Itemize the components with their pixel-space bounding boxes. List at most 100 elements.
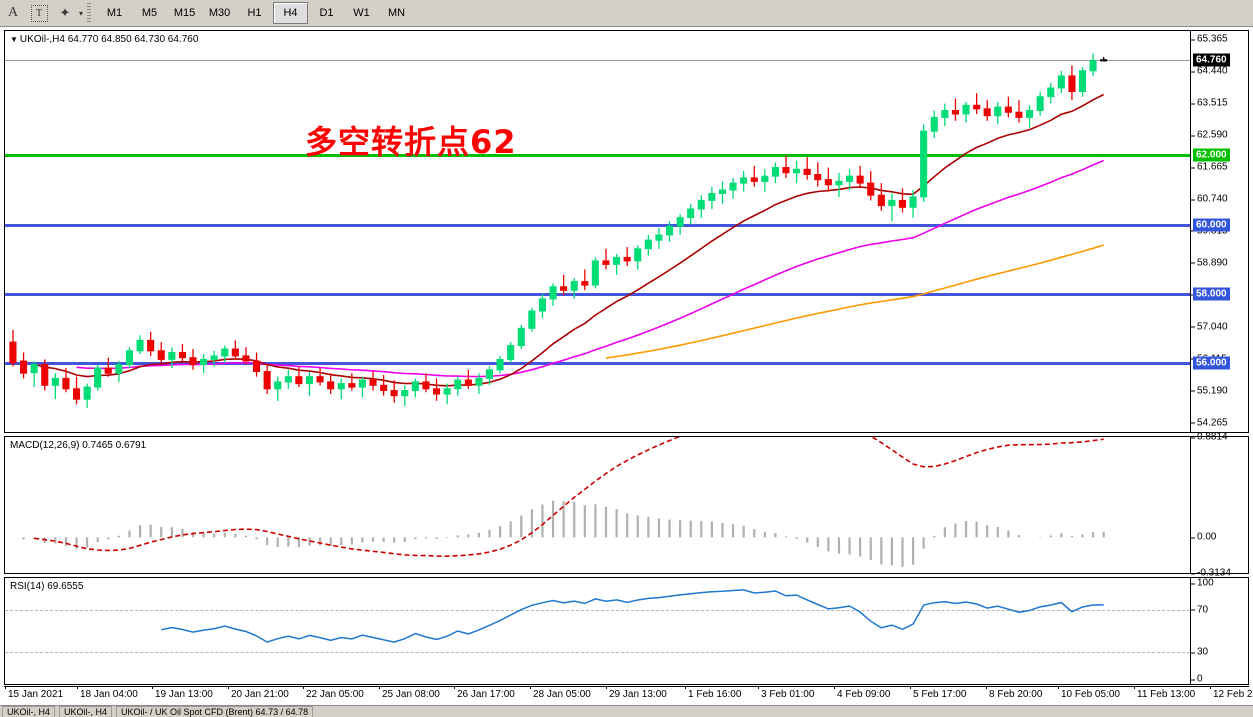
candle-body xyxy=(528,310,536,329)
candle-body xyxy=(708,193,716,201)
candle-body xyxy=(920,130,928,198)
shapes-tool-icon[interactable]: ✦ xyxy=(59,5,71,20)
price-chart-pane[interactable]: ▼ UKOil-,H4 64.770 64.850 64.730 64.760 多… xyxy=(4,30,1249,433)
level-tag-58.000[interactable]: 58.000 xyxy=(1193,287,1230,301)
candle-body xyxy=(761,175,769,182)
candle-body xyxy=(623,256,631,262)
candle-body xyxy=(793,168,801,174)
price-tick: 62.590 xyxy=(1191,130,1228,141)
rsi-plot-area[interactable] xyxy=(5,578,1190,684)
green-level-62[interactable] xyxy=(5,154,1190,158)
symbol-ohlc-label: ▼ UKOil-,H4 64.770 64.850 64.730 64.760 xyxy=(10,34,198,45)
rsi-label: RSI(14) 69.6555 xyxy=(10,581,84,592)
candle-body xyxy=(867,182,875,196)
timeframe-mn[interactable]: MN xyxy=(387,7,406,19)
price-tick: 58.890 xyxy=(1191,257,1228,268)
price-plot-area[interactable] xyxy=(5,31,1190,432)
candle-body xyxy=(877,194,885,207)
candle-body xyxy=(136,339,144,352)
timeframe-m5[interactable]: M5 xyxy=(141,7,158,19)
candle-body xyxy=(517,327,525,347)
time-label: 11 Feb 13:00 xyxy=(1133,686,1196,700)
rsi-tick: 30 xyxy=(1191,647,1208,658)
price-tick: 54.265 xyxy=(1191,417,1228,428)
candle-body xyxy=(104,367,112,374)
candle-body xyxy=(73,388,81,400)
current-price-tag: 64.760 xyxy=(1193,53,1230,67)
candle-body xyxy=(549,286,557,300)
chevron-down-icon[interactable]: ▾ xyxy=(79,8,84,18)
candle-body xyxy=(115,364,123,374)
time-label: 5 Feb 17:00 xyxy=(909,686,967,700)
candle-body xyxy=(591,260,599,286)
time-label: 18 Jan 04:00 xyxy=(77,686,138,700)
candle-body xyxy=(697,199,705,210)
rsi-level-30 xyxy=(5,652,1190,654)
timeframe-d1[interactable]: D1 xyxy=(319,7,334,19)
macd-pane[interactable]: MACD(12,26,9) 0.7465 0.6791 0.8814 0.00 -0… xyxy=(4,432,1249,579)
price-axis[interactable]: 65.36564.44063.51562.59061.66560.74059.8… xyxy=(1190,31,1248,432)
candle-body xyxy=(1057,75,1065,89)
level-tag-60.000[interactable]: 60.000 xyxy=(1193,218,1230,232)
status-cell-0[interactable]: UKOil-, H4 xyxy=(2,706,56,717)
candle-body xyxy=(380,384,388,391)
ma-fast-line xyxy=(33,93,1105,387)
candle-body xyxy=(178,352,186,359)
level-tag-56.000[interactable]: 56.000 xyxy=(1193,356,1230,370)
candle-body xyxy=(1036,96,1044,111)
level-tag-62.000[interactable]: 62.000 xyxy=(1193,148,1230,162)
candle-body xyxy=(930,116,938,132)
macd-plot-area[interactable] xyxy=(5,437,1190,573)
text-tool-icon[interactable]: A xyxy=(7,5,19,20)
blue-level-56[interactable] xyxy=(5,361,1190,365)
symbol-ohlc-text: UKOil-,H4 64.770 64.850 64.730 64.760 xyxy=(19,34,199,45)
candle-body xyxy=(210,355,218,360)
blue-level-60[interactable] xyxy=(5,223,1190,227)
candle-body xyxy=(411,381,419,391)
price-series-layer xyxy=(9,53,1108,408)
candle-body xyxy=(750,177,758,182)
timeframe-m30[interactable]: M30 xyxy=(208,7,231,19)
price-tick: 60.740 xyxy=(1191,194,1228,205)
candle-body xyxy=(771,167,780,177)
status-cell-2[interactable]: UKOil- / UK Oil Spot CFD (Brent) 64.73 /… xyxy=(116,706,314,717)
toolbar-grip[interactable] xyxy=(87,3,92,23)
timeframe-h1[interactable]: H1 xyxy=(247,7,262,19)
candle-body xyxy=(729,182,737,191)
candle-body xyxy=(454,379,462,390)
timeframe-m15[interactable]: M15 xyxy=(173,7,196,19)
candle-body xyxy=(1068,75,1076,93)
candle-body xyxy=(83,386,91,400)
status-cell-1[interactable]: UKOil-, H4 xyxy=(59,706,113,717)
timeframe-h4[interactable]: H4 xyxy=(273,2,309,24)
candle-body xyxy=(125,350,134,366)
time-label: 26 Jan 17:00 xyxy=(454,686,515,700)
candle-body xyxy=(1047,87,1055,98)
candle-body xyxy=(782,167,790,174)
candle-body xyxy=(666,225,674,236)
rsi-axis[interactable]: 100 70 30 0 xyxy=(1190,578,1248,685)
candle-body xyxy=(401,390,409,397)
candle-body xyxy=(507,345,515,360)
candle-body xyxy=(369,379,377,386)
candle-body xyxy=(634,248,642,262)
collapse-triangle-icon[interactable]: ▼ xyxy=(10,35,18,44)
candle-body xyxy=(168,352,176,360)
macd-label: MACD(12,26,9) 0.7465 0.6791 xyxy=(10,440,147,451)
blue-level-58[interactable] xyxy=(5,292,1190,296)
timeframe-m1[interactable]: M1 xyxy=(106,7,123,19)
candle-body xyxy=(147,339,155,352)
candle-body xyxy=(835,180,843,186)
candle-body xyxy=(983,108,991,117)
time-axis[interactable]: 15 Jan 2021 18 Jan 04:00 19 Jan 13:00 20 Ja… xyxy=(4,686,1253,704)
candle-body xyxy=(443,388,451,395)
time-label: 1 Feb 16:00 xyxy=(684,686,742,700)
timeframe-w1[interactable]: W1 xyxy=(353,7,370,19)
candle-body xyxy=(846,175,854,182)
rsi-pane[interactable]: RSI(14) 69.6555 100 70 30 0 xyxy=(4,577,1249,685)
label-tool-icon[interactable]: T xyxy=(26,1,52,25)
candle-body xyxy=(475,377,483,386)
candle-body xyxy=(348,383,356,388)
macd-axis[interactable]: 0.8814 0.00 -0.3134 xyxy=(1190,432,1248,579)
